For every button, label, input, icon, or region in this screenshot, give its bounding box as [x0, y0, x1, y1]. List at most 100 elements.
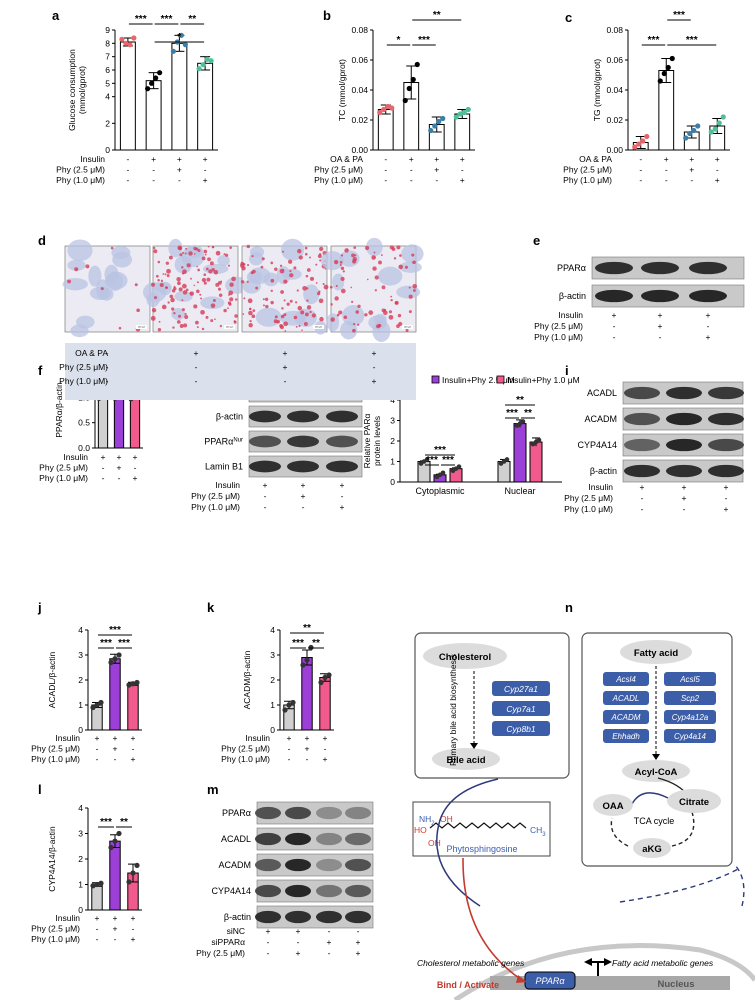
- data-point: [116, 652, 122, 658]
- data-point: [290, 699, 296, 706]
- lipid-droplet: [396, 245, 401, 250]
- bar: [129, 396, 141, 449]
- y-tick-label: 3: [78, 829, 83, 839]
- treatment-sign: +: [460, 175, 465, 185]
- data-point: [385, 103, 391, 110]
- treatment-label: Phy (1.0 μM): [564, 504, 613, 514]
- data-point: [149, 80, 155, 86]
- blot-band: [689, 261, 727, 275]
- lipid-droplet: [282, 269, 285, 271]
- lipid-droplet: [204, 253, 207, 256]
- lipid-droplet: [243, 297, 246, 300]
- lipid-droplet: [209, 261, 214, 266]
- panel-letter-d: d: [38, 233, 46, 248]
- lipid-droplet: [184, 315, 189, 320]
- treatment-label: siNC: [227, 926, 245, 936]
- cell-nucleus: [104, 271, 128, 290]
- gene-label: Cyp4a12a: [672, 713, 709, 722]
- lipid-droplet: [205, 315, 209, 319]
- lipid-droplet: [293, 266, 297, 270]
- western-blot-e: PPARα β-actin: [557, 256, 745, 308]
- cell-nucleus: [153, 282, 172, 293]
- bar: [119, 41, 136, 151]
- treatment-sign: -: [134, 463, 137, 473]
- treatment-sign: +: [664, 154, 669, 164]
- lipid-droplet: [229, 282, 234, 287]
- blot-band: [708, 412, 744, 426]
- treatment-sign: +: [194, 348, 199, 358]
- data-point: [691, 127, 697, 134]
- blot-band: [285, 832, 311, 846]
- treatment-sign: +: [283, 362, 288, 372]
- treatment-sign: -: [461, 165, 464, 175]
- molecule-oh: OH: [428, 838, 441, 848]
- blot-band-label: PPARαNur: [204, 437, 243, 447]
- treatment-sign: +: [689, 154, 694, 164]
- treatment-sign: +: [305, 733, 310, 743]
- data-point: [632, 144, 638, 150]
- significance-stars: ***: [135, 14, 147, 25]
- lipid-droplet: [317, 254, 322, 259]
- lipid-droplet: [286, 302, 290, 306]
- treatment-sign: -: [204, 165, 207, 175]
- lipid-droplet: [227, 264, 231, 267]
- panel-letter-e: e: [533, 233, 540, 248]
- lipid-droplet: [203, 273, 207, 277]
- lipid-droplet: [303, 321, 308, 326]
- treatment-sign: -: [639, 175, 642, 185]
- y-tick-label: 1: [78, 700, 83, 710]
- treatment-sign: -: [195, 376, 198, 386]
- bar: [171, 42, 188, 151]
- blot-band: [595, 289, 633, 303]
- blot-band: [285, 910, 311, 924]
- treatment-shade: [65, 343, 416, 400]
- lipid-droplet: [224, 253, 229, 257]
- lipid-droplet: [249, 319, 252, 323]
- blot-band: [345, 806, 371, 820]
- blot-band: [255, 910, 281, 924]
- lipid-droplet: [251, 314, 256, 319]
- treatment-sign: -: [306, 754, 309, 764]
- lipid-droplet: [151, 282, 155, 287]
- lipid-droplet: [405, 328, 409, 332]
- blot-band: [624, 412, 660, 426]
- data-point: [286, 702, 292, 708]
- data-point: [716, 120, 722, 126]
- y-tick-label: 1: [390, 457, 395, 467]
- lipid-droplet: [412, 283, 418, 289]
- treatment-label: Phy (2.5 μM): [221, 744, 270, 754]
- western-blot-e-treatments: Insulin + + +Phy (2.5 μM) - + -Phy (1.0 μM) - - +: [534, 310, 710, 342]
- gene-box: [492, 681, 550, 696]
- y-axis-label: PPARα/β-actin: [54, 382, 64, 438]
- blot-band: [316, 884, 342, 898]
- significance-stars: *: [397, 35, 401, 46]
- cell-nucleus: [67, 239, 93, 262]
- legend-swatch: [431, 375, 440, 384]
- treatment-sign: -: [384, 175, 387, 185]
- lipid-droplet: [390, 298, 393, 302]
- lipid-droplet: [270, 278, 275, 283]
- lipid-droplet: [157, 260, 161, 264]
- gene-label: Acsl5: [679, 675, 700, 684]
- lipid-droplet: [248, 310, 253, 316]
- lipid-droplet: [177, 281, 181, 286]
- treatment-label: Phy (1.0 μM): [314, 175, 363, 185]
- y-tick-label: 4: [105, 92, 110, 102]
- y-tick-label: 0.04: [606, 85, 623, 95]
- bar: [377, 109, 394, 151]
- treatment-sign: -: [639, 165, 642, 175]
- y-tick-label: 9: [105, 25, 110, 35]
- lipid-droplet: [293, 315, 298, 320]
- lipid-droplet: [203, 281, 207, 285]
- lipid-droplet: [304, 312, 309, 317]
- blot-band: [666, 386, 702, 400]
- lipid-droplet: [340, 276, 345, 282]
- blot-band: [595, 261, 633, 275]
- arrow-head: [652, 754, 660, 760]
- treatment-label: Phy (1.0 μM): [563, 175, 612, 185]
- blot-band-label: β-actin: [224, 912, 251, 922]
- lipid-droplet: [351, 253, 355, 258]
- blot-band-label: CYP4A14: [577, 440, 617, 450]
- lipid-droplet: [279, 323, 283, 328]
